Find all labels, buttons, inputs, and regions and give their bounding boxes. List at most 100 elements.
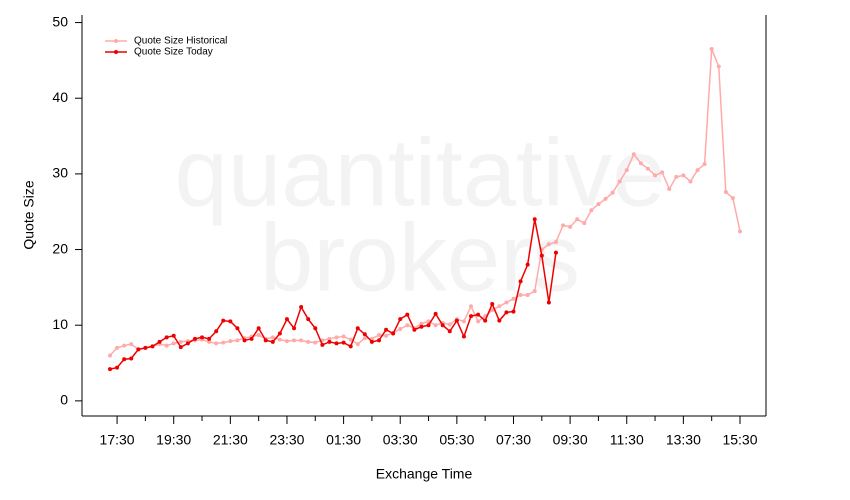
series-point <box>716 64 721 69</box>
series-point <box>108 367 112 372</box>
series-point <box>419 321 424 326</box>
series-point <box>405 312 410 317</box>
series-point <box>525 262 530 267</box>
x-tick-label: 23:30 <box>269 432 304 448</box>
series-point <box>532 217 537 222</box>
y-tick-label: 0 <box>60 392 68 408</box>
series-point <box>546 300 551 305</box>
series-point <box>164 335 169 340</box>
series-point <box>327 339 332 344</box>
series-point <box>292 326 297 331</box>
series-point <box>688 179 693 184</box>
series-point <box>433 311 438 316</box>
series-point <box>511 309 516 314</box>
series-point <box>497 304 502 309</box>
x-tick-label: 05:30 <box>439 432 474 448</box>
series-point <box>178 345 183 350</box>
series-line <box>109 219 557 370</box>
legend-label: Quote Size Historical <box>134 36 227 47</box>
series-point <box>284 317 289 322</box>
series-point <box>228 339 233 344</box>
series-point <box>638 161 643 166</box>
series-point <box>518 292 523 297</box>
series-point <box>738 229 742 234</box>
series-point <box>214 341 219 346</box>
series-point <box>511 296 516 301</box>
series-point <box>497 318 502 323</box>
series-point <box>447 329 452 334</box>
series-point <box>398 317 403 322</box>
series-point <box>270 339 275 344</box>
series-point <box>384 327 389 332</box>
y-tick-label: 20 <box>52 240 68 256</box>
x-tick-label: 21:30 <box>213 432 248 448</box>
series-point <box>362 332 367 337</box>
series-point <box>660 170 665 175</box>
series-point <box>695 168 700 173</box>
legend-marker <box>114 50 118 54</box>
series-point <box>242 338 247 343</box>
x-tick-label: 03:30 <box>383 432 418 448</box>
x-tick-label: 13:30 <box>666 432 701 448</box>
y-tick-label: 40 <box>52 89 68 105</box>
series-point <box>610 190 615 195</box>
series-point <box>143 345 148 350</box>
series-point <box>249 336 254 341</box>
series-point <box>469 304 474 309</box>
y-tick-label: 30 <box>52 165 68 181</box>
series-point <box>263 338 268 343</box>
series-point <box>362 336 367 341</box>
series-point <box>461 319 466 324</box>
series-point <box>313 340 318 345</box>
series-point <box>376 333 381 338</box>
series-point <box>115 345 120 350</box>
series-point <box>561 223 566 228</box>
x-tick-label: 17:30 <box>100 432 135 448</box>
series-point <box>355 326 360 331</box>
series-point <box>348 337 353 342</box>
series-point <box>730 196 735 201</box>
series-point <box>667 187 672 192</box>
series-point <box>270 335 275 340</box>
series-point <box>200 335 205 340</box>
series-point <box>277 331 282 336</box>
series-point <box>398 326 403 331</box>
series-point <box>355 342 360 347</box>
series-point <box>518 279 523 284</box>
series-point <box>320 342 325 347</box>
series-point <box>596 202 601 207</box>
series-point <box>674 174 679 179</box>
series-point <box>228 319 233 324</box>
series-point <box>221 340 226 345</box>
series-point <box>207 339 212 344</box>
series-point <box>129 342 134 347</box>
x-axis-label: Exchange Time <box>376 466 473 482</box>
series-point <box>709 47 714 52</box>
x-tick-label: 01:30 <box>326 432 361 448</box>
series-point <box>589 208 594 213</box>
series-point <box>136 347 141 352</box>
series-point <box>469 314 474 319</box>
series-point <box>532 289 537 294</box>
series-point <box>284 339 289 344</box>
series-point <box>313 326 318 331</box>
series-point <box>129 356 134 361</box>
series-point <box>504 310 509 315</box>
series-point <box>490 302 495 307</box>
series-point <box>483 318 488 323</box>
series-point <box>207 336 212 341</box>
series-point <box>653 173 658 178</box>
y-axis-label: Quote Size <box>21 180 37 249</box>
series-point <box>178 339 183 344</box>
y-tick-label: 50 <box>52 13 68 29</box>
series-point <box>299 305 304 310</box>
series-point <box>553 239 558 244</box>
x-tick-label: 09:30 <box>553 432 588 448</box>
watermark: brokers <box>260 204 580 311</box>
series-point <box>447 322 452 327</box>
series-point <box>122 343 127 348</box>
series-point <box>681 173 686 178</box>
series-point <box>157 339 162 344</box>
x-tick-label: 11:30 <box>610 432 644 448</box>
